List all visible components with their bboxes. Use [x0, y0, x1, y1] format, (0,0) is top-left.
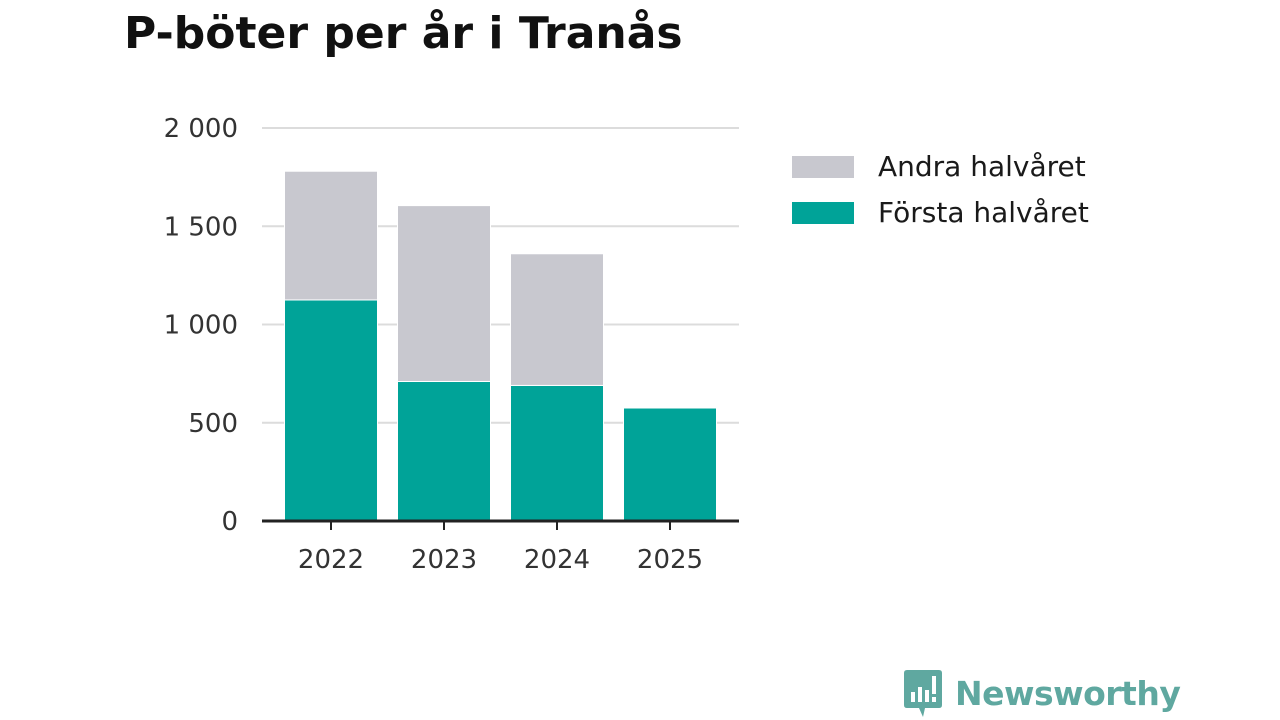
legend-label: Första halvåret [878, 196, 1089, 229]
bars [284, 170, 717, 522]
y-tick-label: 2 000 [164, 114, 238, 144]
newsworthy-logo-icon [904, 670, 942, 717]
x-axis: 2022 2023 2024 2025 [262, 519, 739, 575]
bar-2025-första-halvåret [623, 407, 717, 522]
legend-label: Andra halvåret [878, 150, 1086, 183]
chart-title: P-böter per år i Tranås [124, 8, 683, 59]
bar-2023-första-halvåret [397, 380, 491, 522]
y-tick-label: 1 500 [164, 212, 238, 242]
legend: Andra halvåret Första halvåret [792, 150, 1089, 229]
legend-swatch [792, 156, 854, 178]
bar-2024-andra-halvåret [510, 253, 604, 386]
bar-2022-andra-halvåret [284, 170, 378, 301]
x-tick-label: 2022 [298, 545, 364, 575]
newsworthy-logo: Newsworthy [903, 668, 1181, 718]
brand-name: Newsworthy [955, 673, 1181, 713]
bar-2023-andra-halvåret [397, 205, 491, 382]
bar-2024-första-halvåret [510, 384, 604, 522]
y-tick-label: 1 000 [164, 311, 238, 341]
x-tick-label: 2024 [524, 545, 590, 575]
y-tick-label: 0 [221, 507, 238, 537]
bar-2022-första-halvåret [284, 299, 378, 522]
legend-swatch [792, 202, 854, 224]
y-tick-label: 500 [188, 409, 238, 439]
x-tick-label: 2025 [637, 545, 703, 575]
x-tick-label: 2023 [411, 545, 477, 575]
